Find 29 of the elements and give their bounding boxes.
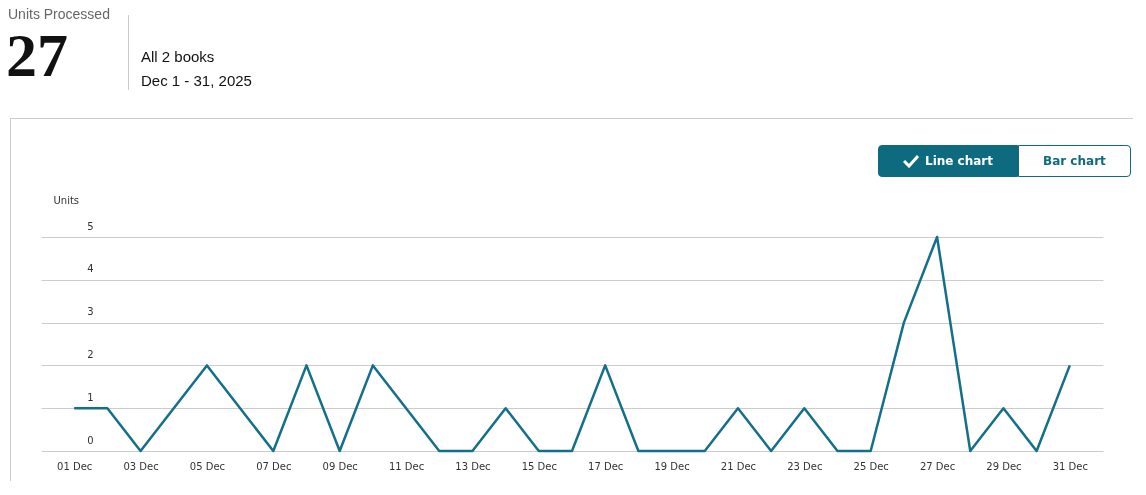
y-tick-label: 2: [87, 348, 94, 360]
x-tick-label: 03 Dec: [123, 460, 159, 472]
text: Dec 1 - 31, 2025: [141, 72, 252, 89]
text: Line chart: [925, 154, 994, 168]
x-tick-label: 19 Dec: [654, 460, 690, 472]
y-tick-label: 4: [87, 263, 94, 275]
text: Bar chart: [1018, 145, 1131, 177]
x-tick-label: 05 Dec: [189, 460, 226, 472]
x-tick-label: 21 Dec: [720, 460, 757, 472]
y-tick-label: 5: [87, 220, 94, 232]
y-tick-label: 3: [87, 306, 94, 318]
x-tick-label: 25 Dec: [853, 460, 889, 472]
x-tick-label: 23 Dec: [787, 460, 823, 472]
x-tick-label: 07 Dec: [256, 460, 292, 472]
x-tick-label: 15 Dec: [521, 460, 557, 472]
x-tick-label: 13 Dec: [455, 460, 491, 472]
x-tick-label: 27 Dec: [919, 460, 956, 472]
x-tick-label: 31 Dec: [1052, 460, 1088, 472]
x-tick-label: 01 Dec: [57, 460, 93, 472]
x-tick-label: 11 Dec: [388, 460, 425, 472]
y-tick-label: 0: [87, 434, 94, 446]
chart-title: Units Processed: [8, 6, 110, 22]
x-tick-label: 29 Dec: [986, 460, 1022, 472]
text: 27: [6, 21, 68, 89]
text: All 2 books: [141, 48, 215, 65]
y-axis-title: Units: [53, 194, 80, 206]
x-tick-label: 09 Dec: [322, 460, 358, 472]
y-tick-label: 1: [87, 391, 94, 403]
x-tick-label: 17 Dec: [588, 460, 624, 472]
